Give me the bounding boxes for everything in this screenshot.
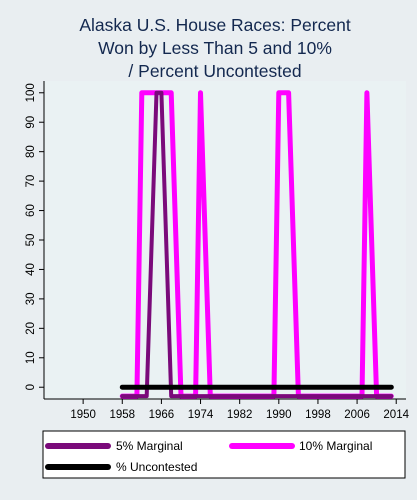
chart-title: Alaska U.S. House Races: Percent Won by … bbox=[79, 15, 351, 81]
legend-label-uncontested: % Uncontested bbox=[116, 460, 197, 474]
title-line-2: Won by Less Than 5 and 10% bbox=[98, 38, 332, 58]
y-tick-label: 70 bbox=[25, 175, 37, 188]
series-line-5pct-marginal bbox=[120, 90, 394, 399]
x-tick-label: 1958 bbox=[109, 409, 135, 421]
y-tick-label: 10 bbox=[25, 351, 37, 364]
y-tick-label: 80 bbox=[25, 145, 37, 158]
y-tick-label: 50 bbox=[25, 234, 37, 247]
legend-box bbox=[42, 430, 406, 479]
y-tick-label: 30 bbox=[25, 292, 37, 305]
y-tick-label: 0 bbox=[25, 384, 37, 390]
y-tick-label: 20 bbox=[25, 322, 37, 335]
y-axis: 0 10 20 30 40 50 60 70 80 90 100 bbox=[25, 81, 45, 399]
x-tick-label: 2014 bbox=[383, 409, 409, 421]
title-line-1: Alaska U.S. House Races: Percent bbox=[79, 15, 351, 35]
x-tick-label: 1982 bbox=[227, 409, 253, 421]
y-tick-label: 90 bbox=[25, 116, 37, 129]
x-tick-label: 1998 bbox=[305, 409, 331, 421]
plot-area bbox=[44, 81, 406, 399]
x-tick-label: 2006 bbox=[344, 409, 370, 421]
x-tick-label: 1950 bbox=[70, 409, 96, 421]
x-tick-label: 1974 bbox=[188, 409, 214, 421]
legend-label-5pct-marginal: 5% Marginal bbox=[116, 439, 183, 453]
y-tick-label: 40 bbox=[25, 263, 37, 276]
x-tick-label: 1990 bbox=[266, 409, 292, 421]
y-tick-label: 100 bbox=[25, 83, 37, 102]
series-layer bbox=[119, 90, 394, 399]
title-line-3: / Percent Uncontested bbox=[128, 61, 301, 81]
x-axis: 1950 1958 1966 1974 1982 1990 1998 2006 2014 bbox=[44, 398, 410, 421]
legend: 5% Marginal 10% Marginal % Uncontested bbox=[42, 430, 406, 479]
legend-label-10pct-marginal: 10% Marginal bbox=[299, 439, 372, 453]
x-tick-label: 1966 bbox=[149, 409, 175, 421]
y-tick-label: 60 bbox=[25, 204, 37, 217]
